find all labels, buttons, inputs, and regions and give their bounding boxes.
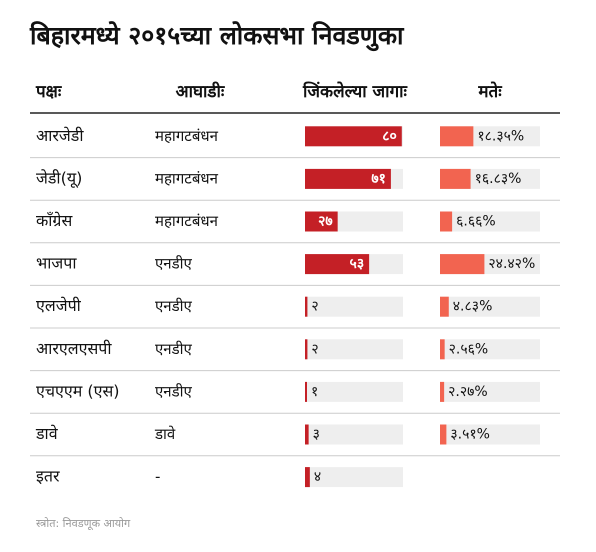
bar [305, 296, 308, 317]
party-label: एलजेपी [36, 296, 82, 315]
alliance-label: एनडीए [155, 340, 193, 358]
bar-track [305, 467, 403, 488]
bar [440, 126, 474, 147]
alliance-label: - [155, 468, 160, 486]
bar [305, 381, 307, 402]
chart-title: बिहारमध्ये २०१५च्या लोकसभा निवडणुका [29, 21, 405, 52]
value-label: २७ [318, 214, 333, 230]
alliance-label: महागटबंधन [155, 212, 219, 230]
bar-track [305, 424, 403, 445]
bar-track [305, 339, 403, 360]
value-label: ४.८३% [453, 299, 493, 315]
bar [440, 296, 449, 317]
party-label: जेडी(यू) [36, 168, 82, 188]
alliance-label: एनडीए [155, 297, 193, 315]
bar [305, 339, 308, 360]
column-header: जिंकलेल्या जागाः [302, 81, 409, 102]
bar-track [440, 296, 540, 317]
alliance-label: डावे [154, 425, 176, 443]
column-header: आघाडीः [176, 81, 226, 102]
column-header: मतेः [477, 81, 503, 102]
bar-track [440, 339, 540, 360]
bar-track [440, 381, 540, 402]
value-label: २ [311, 341, 318, 357]
party-label: डावे [35, 424, 59, 443]
value-label: ८० [382, 128, 397, 144]
alliance-label: एनडीए [155, 382, 193, 400]
party-label: एचएएम (एस) [36, 381, 120, 400]
party-label: आरएलएसपी [36, 339, 112, 358]
bar [305, 126, 402, 147]
bar [305, 424, 309, 445]
value-label: ४ [314, 469, 321, 485]
bar [305, 211, 338, 232]
bar-track [440, 211, 540, 232]
column-header: पक्षः [35, 82, 63, 102]
value-label: ६.६६% [456, 214, 496, 230]
bar [440, 254, 485, 275]
bar [440, 339, 445, 360]
bar [305, 254, 370, 275]
party-label: कॉंग्रेस [36, 211, 73, 230]
party-label: आरजेडी [36, 126, 84, 145]
value-label: ७१ [371, 171, 386, 187]
bar-track [305, 381, 403, 402]
party-label: इतर [36, 467, 60, 486]
value-label: १६.८३% [475, 171, 522, 187]
value-label: ३.५१% [450, 427, 490, 443]
bar [440, 168, 471, 189]
alliance-label: महागटबंधन [155, 169, 219, 187]
bar-track [305, 296, 403, 317]
value-label: २४.४२% [488, 256, 535, 272]
value-label: ५३ [350, 256, 365, 272]
value-label: १ [311, 384, 318, 400]
bar-track [440, 424, 540, 445]
party-label: भाजपा [36, 254, 77, 273]
value-label: ३ [313, 427, 320, 443]
bar [440, 381, 445, 402]
alliance-label: महागटबंधन [155, 127, 219, 145]
value-label: २ [311, 299, 318, 315]
source: स्त्रोत: निवडणूक आयोग [36, 517, 131, 531]
bar [440, 211, 453, 232]
value-label: २.२७% [448, 384, 488, 400]
bar [440, 424, 447, 445]
value-label: २.५६% [449, 341, 489, 357]
alliance-label: एनडीए [155, 255, 193, 273]
value-label: १८.३५% [477, 128, 524, 144]
bar [305, 467, 310, 488]
bar [305, 168, 391, 189]
